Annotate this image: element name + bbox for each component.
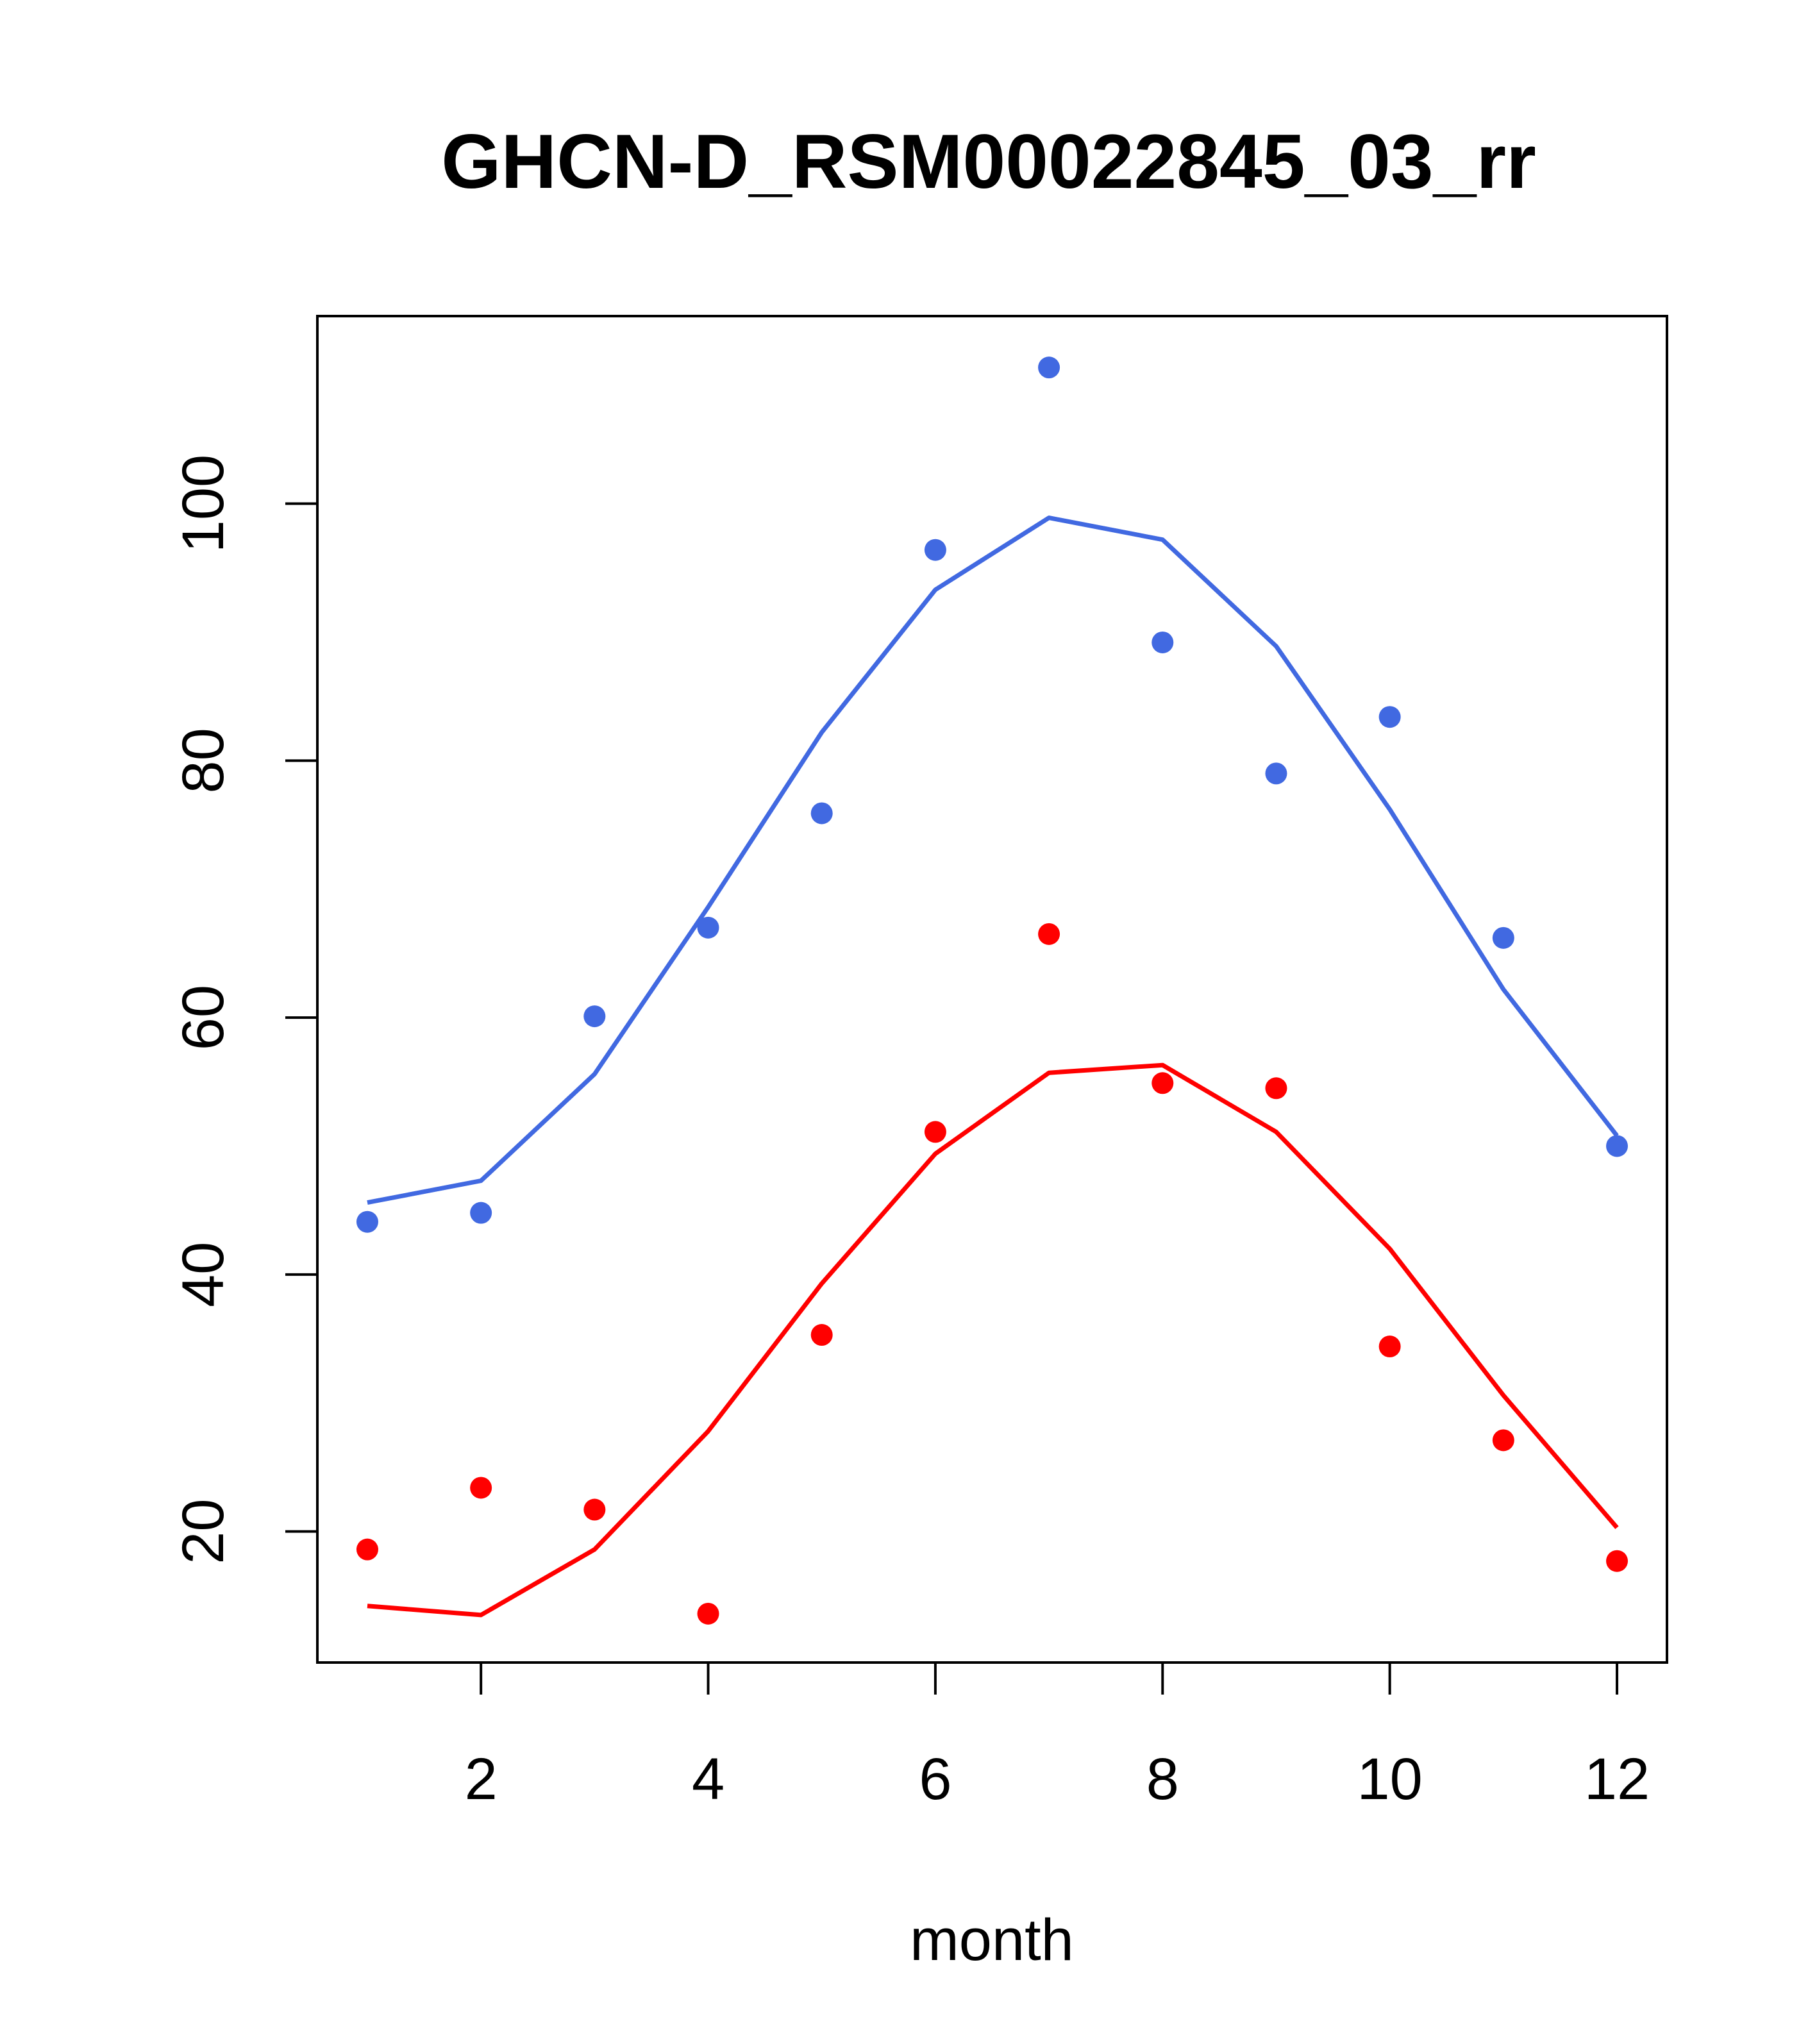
series-1-point bbox=[1606, 1135, 1629, 1157]
series-1-point bbox=[697, 916, 719, 939]
series-1-point bbox=[470, 1202, 492, 1224]
series-2-point bbox=[583, 1498, 606, 1521]
series-2-point bbox=[924, 1121, 946, 1143]
x-tick-label: 4 bbox=[692, 1747, 724, 1812]
series-2-point bbox=[810, 1324, 833, 1346]
series-1-point bbox=[1265, 762, 1287, 785]
x-tick-label: 2 bbox=[465, 1747, 498, 1812]
series-2-point bbox=[1151, 1072, 1174, 1094]
series-1 bbox=[356, 356, 1629, 1233]
series-2-point bbox=[1492, 1429, 1514, 1452]
series-1-point bbox=[1151, 631, 1174, 653]
y-tick-label: 100 bbox=[171, 455, 236, 553]
chart-title: GHCN-D_RSM00022845_03_rr bbox=[441, 119, 1536, 205]
series-2-point bbox=[697, 1602, 719, 1625]
y-tick-label: 80 bbox=[171, 728, 236, 793]
series-1-point bbox=[1378, 706, 1401, 728]
series-1-point bbox=[356, 1210, 378, 1233]
series-2-point bbox=[1265, 1077, 1287, 1100]
x-axis: 2 4 6 8 10 12 bbox=[465, 1661, 1650, 1812]
series-1-point bbox=[583, 1005, 606, 1028]
x-tick-label: 8 bbox=[1146, 1747, 1179, 1812]
series-2-point bbox=[356, 1538, 378, 1561]
series-1-point bbox=[1038, 356, 1060, 379]
x-axis-title: month bbox=[910, 1907, 1074, 1973]
y-axis: 20 40 60 80 100 bbox=[171, 455, 319, 1564]
series-2-point bbox=[470, 1477, 492, 1499]
series-2-point bbox=[1606, 1550, 1629, 1572]
plot-frame bbox=[316, 315, 1668, 1664]
x-tick-label: 12 bbox=[1584, 1747, 1650, 1812]
series-1-line bbox=[367, 515, 1619, 1205]
series-1-point bbox=[1492, 926, 1514, 949]
y-tick-label: 20 bbox=[171, 1498, 236, 1564]
series-2-line bbox=[367, 1062, 1619, 1618]
x-tick-label: 6 bbox=[919, 1747, 951, 1812]
series-1-point bbox=[810, 802, 833, 825]
y-tick-label: 40 bbox=[171, 1242, 236, 1307]
y-tick-label: 60 bbox=[171, 985, 236, 1050]
series-2-point bbox=[1038, 923, 1060, 945]
x-tick-label: 10 bbox=[1357, 1747, 1422, 1812]
series-layer bbox=[356, 356, 1629, 1625]
series-2-point bbox=[1378, 1336, 1401, 1358]
series-1-point bbox=[924, 539, 946, 561]
series-2 bbox=[356, 923, 1629, 1625]
